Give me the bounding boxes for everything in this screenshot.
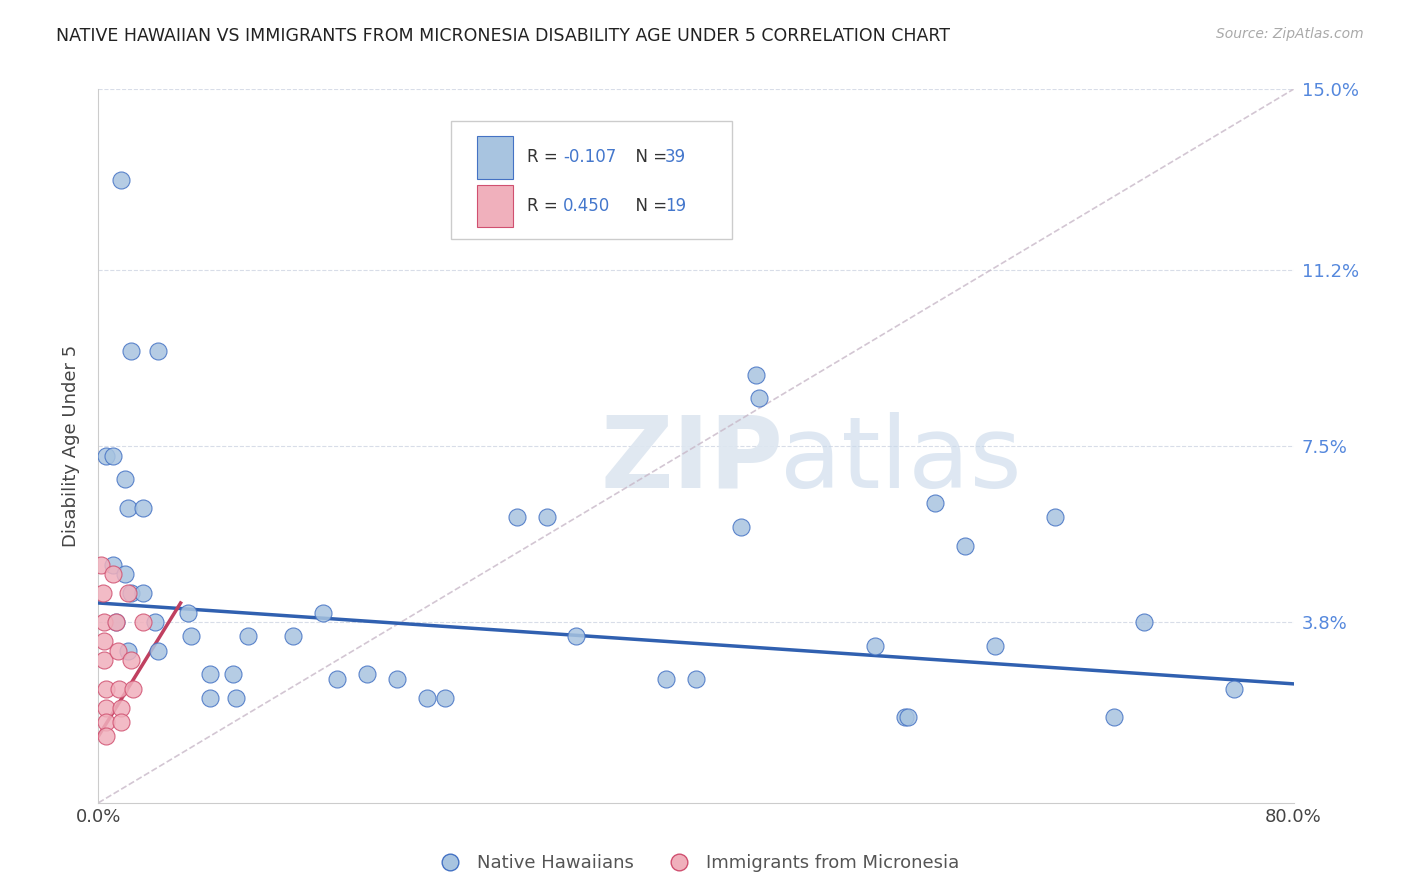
Point xyxy=(120,343,142,358)
Point xyxy=(93,615,115,629)
Point xyxy=(132,586,155,600)
Point xyxy=(103,567,125,582)
Point xyxy=(105,615,128,629)
Point xyxy=(924,496,946,510)
Point xyxy=(748,392,770,406)
Point xyxy=(434,691,457,706)
Text: Source: ZipAtlas.com: Source: ZipAtlas.com xyxy=(1216,27,1364,41)
Point xyxy=(114,567,136,582)
Point xyxy=(105,615,128,629)
Point xyxy=(655,672,678,686)
Point xyxy=(356,667,378,681)
Point xyxy=(110,714,132,729)
Point xyxy=(177,606,200,620)
Point xyxy=(865,639,887,653)
Point xyxy=(953,539,976,553)
Point xyxy=(110,172,132,186)
Point xyxy=(745,368,768,382)
Text: N =: N = xyxy=(626,148,673,167)
Point xyxy=(1043,510,1066,524)
Point xyxy=(200,691,222,706)
Point xyxy=(1133,615,1156,629)
Text: 19: 19 xyxy=(665,197,686,215)
Point xyxy=(108,681,131,696)
Legend: Native Hawaiians, Immigrants from Micronesia: Native Hawaiians, Immigrants from Micron… xyxy=(425,847,967,880)
Point xyxy=(94,729,117,743)
Text: NATIVE HAWAIIAN VS IMMIGRANTS FROM MICRONESIA DISABILITY AGE UNDER 5 CORRELATION: NATIVE HAWAIIAN VS IMMIGRANTS FROM MICRO… xyxy=(56,27,950,45)
Text: R =: R = xyxy=(527,197,564,215)
Point xyxy=(114,472,136,486)
Point xyxy=(117,500,139,515)
FancyBboxPatch shape xyxy=(477,185,513,227)
Point xyxy=(117,643,139,657)
Text: atlas: atlas xyxy=(779,412,1021,508)
Point xyxy=(894,710,917,724)
Point xyxy=(1104,710,1126,724)
Point xyxy=(281,629,304,643)
Point xyxy=(180,629,202,643)
Text: 39: 39 xyxy=(665,148,686,167)
FancyBboxPatch shape xyxy=(451,121,733,239)
Point xyxy=(121,681,143,696)
Point xyxy=(222,667,245,681)
Point xyxy=(93,634,115,648)
Point xyxy=(311,606,333,620)
Point xyxy=(107,643,129,657)
Point xyxy=(143,615,166,629)
Point xyxy=(565,629,588,643)
Point xyxy=(94,714,117,729)
FancyBboxPatch shape xyxy=(477,136,513,178)
Point xyxy=(103,558,125,572)
Text: -0.107: -0.107 xyxy=(564,148,617,167)
Point xyxy=(93,653,115,667)
Point xyxy=(685,672,707,686)
Point xyxy=(984,639,1007,653)
Point xyxy=(90,558,112,572)
Point xyxy=(225,691,247,706)
Point xyxy=(132,615,155,629)
Point xyxy=(416,691,439,706)
Point xyxy=(110,700,132,714)
Point xyxy=(730,520,752,534)
Point xyxy=(120,653,142,667)
Point xyxy=(326,672,349,686)
Point xyxy=(506,510,529,524)
Point xyxy=(94,681,117,696)
Point xyxy=(132,500,155,515)
Point xyxy=(536,510,558,524)
Text: ZIP: ZIP xyxy=(600,412,783,508)
Point xyxy=(94,700,117,714)
Point xyxy=(148,643,170,657)
Point xyxy=(148,343,170,358)
Point xyxy=(1223,681,1246,696)
Point xyxy=(117,586,139,600)
Point xyxy=(103,449,125,463)
Text: 0.450: 0.450 xyxy=(564,197,610,215)
Point xyxy=(385,672,409,686)
Point xyxy=(200,667,222,681)
Point xyxy=(897,710,920,724)
Point xyxy=(94,449,117,463)
Point xyxy=(91,586,114,600)
Point xyxy=(236,629,259,643)
Text: N =: N = xyxy=(626,197,673,215)
Y-axis label: Disability Age Under 5: Disability Age Under 5 xyxy=(62,345,80,547)
Point xyxy=(120,586,142,600)
Text: R =: R = xyxy=(527,148,564,167)
